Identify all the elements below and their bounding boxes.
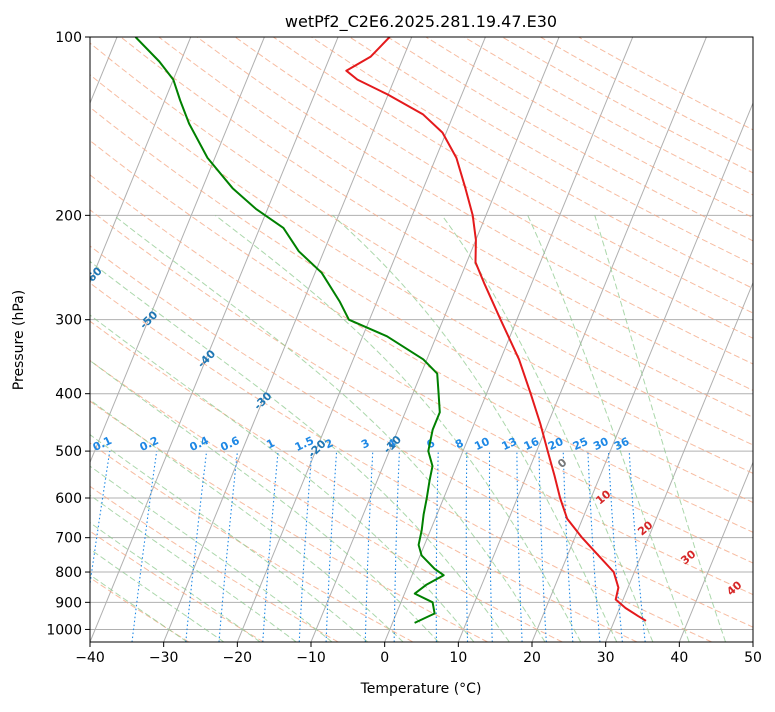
y-tick-label: 1000 — [46, 622, 82, 638]
y-tick-label: 100 — [55, 30, 82, 46]
y-tick-label: 700 — [55, 531, 82, 547]
y-tick-label: 400 — [55, 387, 82, 403]
y-tick-label: 500 — [55, 444, 82, 460]
x-tick-label: 0 — [380, 650, 389, 666]
x-tick-label: 10 — [449, 650, 467, 666]
y-tick-label: 200 — [55, 208, 82, 224]
x-tick-label: −10 — [296, 650, 326, 666]
y-tick-label: 800 — [55, 565, 82, 581]
x-axis-label: Temperature (°C) — [360, 681, 482, 697]
x-tick-label: 40 — [670, 650, 688, 666]
y-axis-label: Pressure (hPa) — [11, 290, 27, 390]
x-tick-label: 50 — [744, 650, 762, 666]
x-tick-label: 30 — [597, 650, 615, 666]
y-tick-label: 900 — [55, 595, 82, 611]
x-tick-label: −30 — [149, 650, 179, 666]
chart-title: wetPf2_C2E6.2025.281.19.47.E30 — [285, 12, 557, 32]
x-tick-label: −40 — [75, 650, 105, 666]
x-tick-label: −20 — [223, 650, 253, 666]
y-tick-label: 600 — [55, 491, 82, 507]
x-tick-label: 20 — [523, 650, 541, 666]
y-tick-label: 300 — [55, 313, 82, 329]
